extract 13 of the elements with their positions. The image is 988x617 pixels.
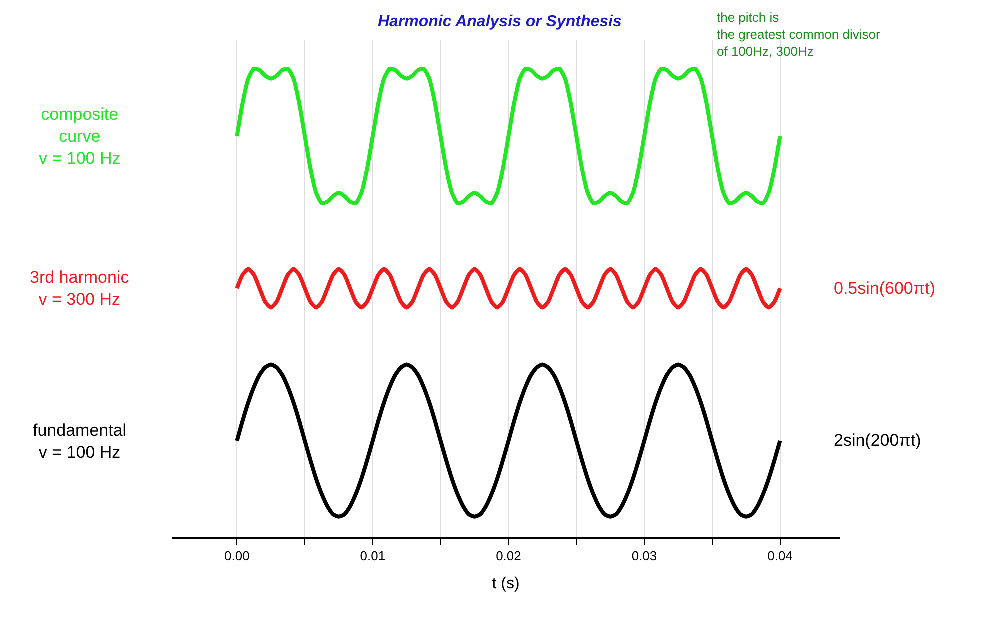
chart-title: Harmonic Analysis or Synthesis — [378, 14, 622, 31]
annotation: 0.5sin(600πt) — [834, 279, 936, 298]
x-axis-title: t (s) — [492, 576, 520, 593]
text: fundamental v = 100 Hz — [33, 421, 127, 462]
text: 3rd harmonic v = 300 Hz — [30, 268, 130, 310]
x-tick-label: 0.02 — [496, 548, 522, 564]
x-tick-label: 0.04 — [768, 548, 793, 564]
annotation: 2sin(200πt) — [834, 431, 922, 450]
x-tick-label: 0.01 — [360, 548, 386, 564]
text: composite curve v = 100 Hz — [39, 105, 121, 168]
x-tick-label: 0.03 — [632, 548, 658, 564]
text: the pitch is the greatest common divisor of 100Hz, 300Hz — [717, 10, 881, 59]
x-tick-label: 0.00 — [224, 548, 250, 564]
